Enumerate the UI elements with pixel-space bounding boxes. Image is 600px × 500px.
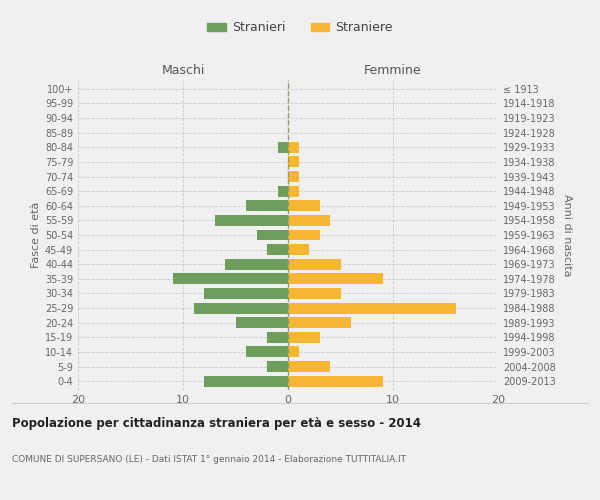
Bar bbox=[288, 332, 320, 343]
Bar bbox=[288, 156, 299, 168]
Bar bbox=[288, 186, 299, 196]
Y-axis label: Fasce di età: Fasce di età bbox=[31, 202, 41, 268]
Bar bbox=[288, 376, 383, 386]
Bar bbox=[215, 215, 288, 226]
Bar bbox=[288, 215, 330, 226]
Bar bbox=[288, 361, 330, 372]
Bar bbox=[288, 244, 309, 255]
Bar bbox=[277, 186, 288, 196]
Bar bbox=[267, 332, 288, 343]
Bar bbox=[288, 346, 299, 358]
Bar bbox=[288, 302, 456, 314]
Bar bbox=[267, 244, 288, 255]
Bar bbox=[288, 259, 341, 270]
Text: Maschi: Maschi bbox=[161, 64, 205, 77]
Bar bbox=[257, 230, 288, 240]
Bar bbox=[173, 274, 288, 284]
Bar bbox=[246, 200, 288, 211]
Bar bbox=[193, 302, 288, 314]
Text: Popolazione per cittadinanza straniera per età e sesso - 2014: Popolazione per cittadinanza straniera p… bbox=[12, 418, 421, 430]
Bar bbox=[288, 200, 320, 211]
Legend: Stranieri, Straniere: Stranieri, Straniere bbox=[202, 16, 398, 40]
Bar bbox=[246, 346, 288, 358]
Bar bbox=[204, 376, 288, 386]
Bar bbox=[288, 274, 383, 284]
Bar bbox=[288, 288, 341, 299]
Bar bbox=[225, 259, 288, 270]
Bar bbox=[235, 318, 288, 328]
Bar bbox=[288, 171, 299, 182]
Bar bbox=[277, 142, 288, 152]
Bar bbox=[288, 142, 299, 152]
Y-axis label: Anni di nascita: Anni di nascita bbox=[562, 194, 572, 276]
Bar bbox=[288, 318, 351, 328]
Bar bbox=[267, 361, 288, 372]
Bar bbox=[288, 230, 320, 240]
Text: COMUNE DI SUPERSANO (LE) - Dati ISTAT 1° gennaio 2014 - Elaborazione TUTTITALIA.: COMUNE DI SUPERSANO (LE) - Dati ISTAT 1°… bbox=[12, 455, 406, 464]
Bar bbox=[204, 288, 288, 299]
Text: Femmine: Femmine bbox=[364, 64, 422, 77]
